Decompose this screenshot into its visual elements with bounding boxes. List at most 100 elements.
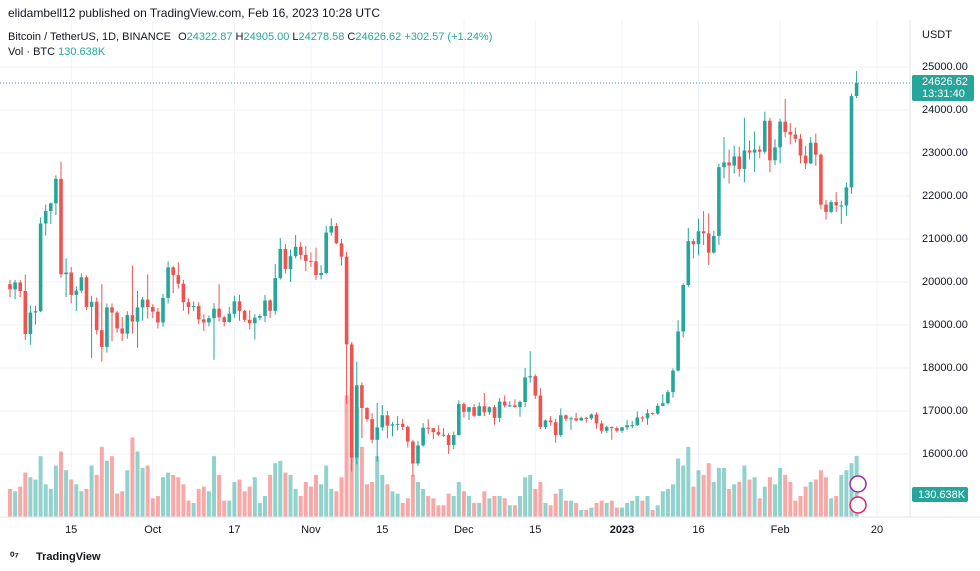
- candle-body: [400, 423, 405, 427]
- candle-body: [110, 307, 114, 313]
- volume-legend: Vol · BTC 130.638K: [8, 46, 105, 58]
- candle-body: [339, 243, 344, 257]
- volume-bar: [523, 477, 528, 517]
- volume-bar: [222, 500, 227, 517]
- candle-body: [145, 299, 150, 307]
- candle-body: [161, 297, 165, 323]
- volume-bar: [145, 465, 150, 517]
- volume-bar: [191, 502, 196, 517]
- volume-bar: [405, 498, 410, 517]
- candle-body: [115, 312, 119, 329]
- candle-body: [737, 156, 742, 169]
- candle-body: [655, 405, 660, 414]
- ohlc-key: H: [235, 31, 244, 43]
- y-tick-label: 20000.00: [922, 276, 968, 288]
- y-tick-label: 16000.00: [922, 448, 968, 460]
- volume-bar: [441, 505, 446, 517]
- candle-body: [446, 435, 451, 445]
- candle-body: [202, 319, 206, 323]
- candle-body: [64, 272, 68, 275]
- candle-body: [518, 401, 522, 408]
- candle-body: [793, 134, 798, 139]
- volume-bar: [201, 486, 206, 517]
- volume-bar: [125, 470, 130, 517]
- volume-bar: [747, 479, 752, 517]
- volume-bar: [849, 463, 854, 517]
- candle-body: [436, 432, 441, 435]
- candle-body: [186, 302, 191, 307]
- volume-bar: [528, 474, 533, 517]
- volume-bar: [778, 467, 783, 517]
- candle-body: [395, 423, 400, 425]
- event-icon[interactable]: [849, 496, 867, 514]
- volume-bar: [671, 484, 675, 517]
- candle-body: [482, 406, 487, 413]
- grid: 16000.00 17000.00 18000.00 19000.00 20000.00…: [0, 20, 968, 536]
- volume-bar: [339, 477, 344, 517]
- candle-body: [365, 407, 369, 420]
- candle-body: [701, 231, 706, 234]
- volume-bar: [120, 491, 125, 517]
- volume-bar: [594, 502, 599, 517]
- volume-bar: [421, 488, 426, 517]
- candle-body: [94, 301, 99, 331]
- volume-bar: [252, 477, 257, 517]
- candle-body: [610, 426, 614, 429]
- volume-bar: [579, 509, 584, 517]
- x-tick-label: 15: [529, 524, 541, 536]
- volume-bar: [834, 495, 839, 517]
- price-tag: [912, 75, 974, 102]
- ohlc-value: 24322.87: [186, 31, 233, 43]
- volume-bar: [589, 507, 594, 517]
- volume-bar: [507, 505, 512, 517]
- candle-body: [502, 401, 507, 406]
- volume-bar: [242, 491, 247, 517]
- candle-body: [819, 154, 823, 205]
- candle-body: [222, 317, 226, 322]
- volume-bar: [461, 491, 466, 517]
- volume-bar: [742, 465, 747, 517]
- candle-body: [360, 385, 364, 408]
- x-tick-label: 15: [65, 524, 77, 536]
- volume-bar: [635, 495, 640, 517]
- candle-body: [304, 254, 308, 261]
- candle-body: [834, 202, 838, 206]
- event-icon[interactable]: [849, 475, 867, 493]
- volume-bar: [257, 502, 262, 517]
- volume-bar: [64, 470, 69, 517]
- candle-body: [69, 272, 73, 295]
- volume-bar: [451, 495, 456, 517]
- candle-body: [742, 150, 747, 169]
- y-tick-label: 18000.00: [922, 362, 968, 374]
- volume-bar: [436, 505, 441, 517]
- y-tick-label: 24000.00: [922, 104, 968, 116]
- volume-bar: [620, 507, 624, 517]
- candle-body: [706, 233, 711, 253]
- volume-bar: [48, 488, 53, 517]
- volume-bar: [324, 465, 329, 517]
- brand: TradingView: [36, 551, 101, 563]
- volume-bar: [696, 470, 701, 517]
- candle-body: [691, 241, 696, 245]
- symbol: Bitcoin / TetherUS, 1D, BINANCE: [8, 31, 172, 43]
- volume-bar: [298, 495, 303, 517]
- volume-bar: [446, 493, 451, 517]
- candle-body: [13, 282, 17, 290]
- candle-body: [579, 417, 583, 421]
- volume-bar: [38, 456, 43, 517]
- y-tick-label: 22000.00: [922, 190, 968, 202]
- candle-body: [247, 319, 252, 324]
- countdown: 13:31:40: [922, 88, 965, 100]
- candle-body: [258, 315, 262, 318]
- candle-body: [49, 203, 53, 212]
- candle-body: [538, 395, 543, 427]
- legend: Bitcoin / TetherUS, 1D, BINANCE O24322.8…: [8, 31, 492, 43]
- candle-body: [814, 142, 818, 155]
- volume-bar: [53, 465, 58, 517]
- candle-body: [324, 232, 328, 273]
- volume-bar: [706, 463, 711, 517]
- volume-bar: [370, 481, 375, 517]
- volume-bar: [74, 484, 79, 517]
- candle-body: [431, 428, 436, 433]
